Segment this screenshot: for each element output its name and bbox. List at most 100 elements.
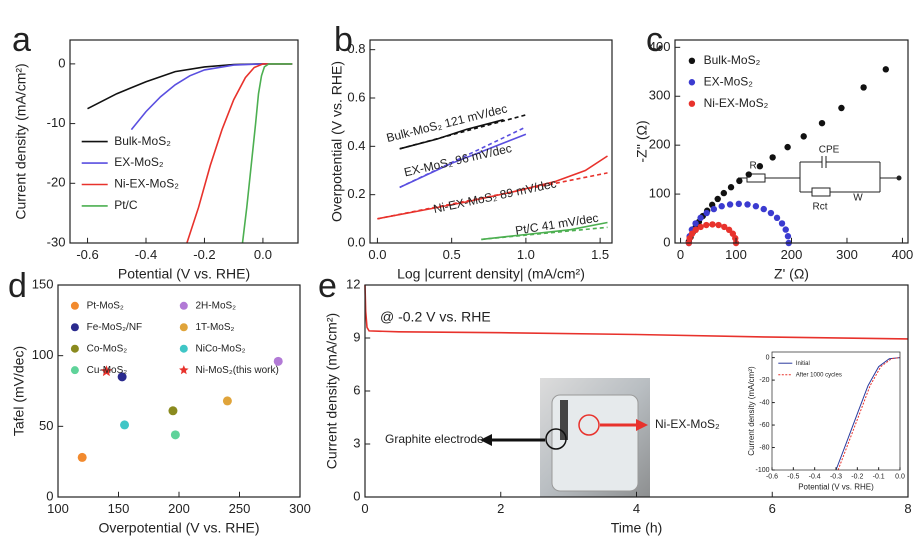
annotation: @ -0.2 V vs. RHE (380, 309, 491, 325)
point (692, 220, 699, 227)
legend-label: Pt/C (114, 198, 138, 212)
y-tick-label: 150 (32, 276, 54, 291)
annotation: W (853, 193, 863, 204)
y-axis-label: Current density (mA/cm²) (747, 366, 756, 456)
x-tick-label: -0.2 (193, 247, 215, 262)
legend-swatch (179, 365, 189, 375)
legend-label: Pt-MoS₂ (87, 300, 124, 311)
x-tick-label: -0.4 (809, 473, 821, 480)
point (710, 205, 718, 213)
star-point (100, 365, 113, 377)
point (703, 221, 710, 229)
y-tick-label: 200 (649, 137, 671, 152)
x-tick-label: 200 (781, 247, 803, 262)
x-tick-label: -0.1 (873, 473, 885, 480)
y-axis-label: Current density (mA/cm²) (13, 63, 29, 219)
point (736, 177, 743, 185)
y-axis-label: Tafel (mV/dec) (11, 346, 27, 436)
point (714, 195, 721, 203)
line (835, 357, 901, 471)
y-tick-label: 0 (663, 234, 670, 249)
point (222, 396, 232, 406)
legend-label: 1T-MoS₂ (196, 322, 235, 333)
line (364, 284, 909, 340)
x-tick-label: 150 (108, 501, 130, 516)
y-tick-label: 0 (353, 488, 360, 503)
marker-circle (578, 414, 600, 436)
line (481, 226, 608, 241)
photo-inset (480, 378, 650, 497)
arrow-head (636, 419, 648, 431)
point (838, 104, 845, 112)
legend-label: NiCo-MoS₂ (196, 343, 246, 354)
point (692, 226, 699, 234)
line (130, 63, 293, 131)
point (773, 214, 781, 222)
y-tick-label: 50 (39, 418, 53, 433)
panel-label: e (318, 267, 337, 305)
legend-label: Bulk-MoS₂ (704, 53, 761, 67)
legend-label: Fe-MoS₂/NF (87, 322, 143, 333)
x-tick-label: 100 (725, 247, 747, 262)
line (399, 126, 527, 189)
point (784, 233, 792, 240)
point (782, 226, 789, 233)
legend-swatch (688, 100, 696, 107)
point (735, 200, 742, 208)
point (168, 406, 178, 416)
point (767, 209, 775, 217)
annotation: Graphite electrode (385, 432, 484, 446)
x-axis-label: Potential (V vs. RHE) (118, 266, 250, 282)
resistor (811, 187, 831, 197)
y-tick-label: 0.2 (347, 186, 365, 201)
y-tick-label: 0 (766, 354, 770, 361)
point (784, 143, 791, 151)
legend-label: Cu-MoS₂ (87, 365, 128, 376)
y-tick-label: -20 (759, 377, 769, 384)
x-tick-label: -0.6 (76, 247, 98, 262)
point (170, 430, 180, 440)
y-tick-label: -80 (759, 444, 769, 451)
x-tick-label: 6 (769, 501, 776, 516)
y-tick-label: -20 (47, 175, 66, 190)
point (882, 66, 890, 73)
legend-swatch (70, 366, 79, 375)
legend-swatch (179, 301, 188, 310)
point (769, 154, 776, 161)
point (745, 171, 752, 178)
legend-swatch (70, 344, 79, 353)
legend-swatch (688, 79, 696, 86)
point (800, 133, 807, 140)
x-tick-label: 1.0 (517, 247, 535, 262)
annotation: Rₛ (750, 161, 761, 172)
legend-swatch (688, 57, 696, 64)
point (720, 189, 728, 197)
point (721, 223, 728, 231)
y-tick-label: 12 (346, 276, 360, 291)
point (273, 356, 283, 366)
legend-label: After 1000 cycles (796, 372, 842, 378)
x-tick-label: 4 (633, 501, 640, 516)
x-tick-label: 8 (904, 501, 911, 516)
x-tick-label: 0.0 (254, 247, 272, 262)
line (399, 118, 504, 150)
x-tick-label: -0.2 (851, 473, 863, 480)
electrode (560, 400, 568, 440)
annotation: Rct (813, 202, 828, 213)
x-tick-label: 1.5 (591, 247, 609, 262)
plot-frame (57, 284, 301, 498)
point (718, 203, 725, 210)
y-tick-label: 0.6 (347, 89, 365, 104)
point (756, 163, 764, 170)
annotation: CPE (819, 145, 840, 156)
annotation: Ni-EX-MoS₂ (655, 417, 720, 431)
x-tick-label: 0.0 (895, 473, 905, 480)
line (399, 114, 527, 150)
x-tick-label: -0.3 (830, 473, 842, 480)
point (818, 119, 826, 127)
x-tick-label: 0.0 (368, 247, 386, 262)
point (120, 420, 130, 430)
panel-label: b (334, 21, 353, 59)
legend-label: EX-MoS₂ (114, 155, 164, 169)
